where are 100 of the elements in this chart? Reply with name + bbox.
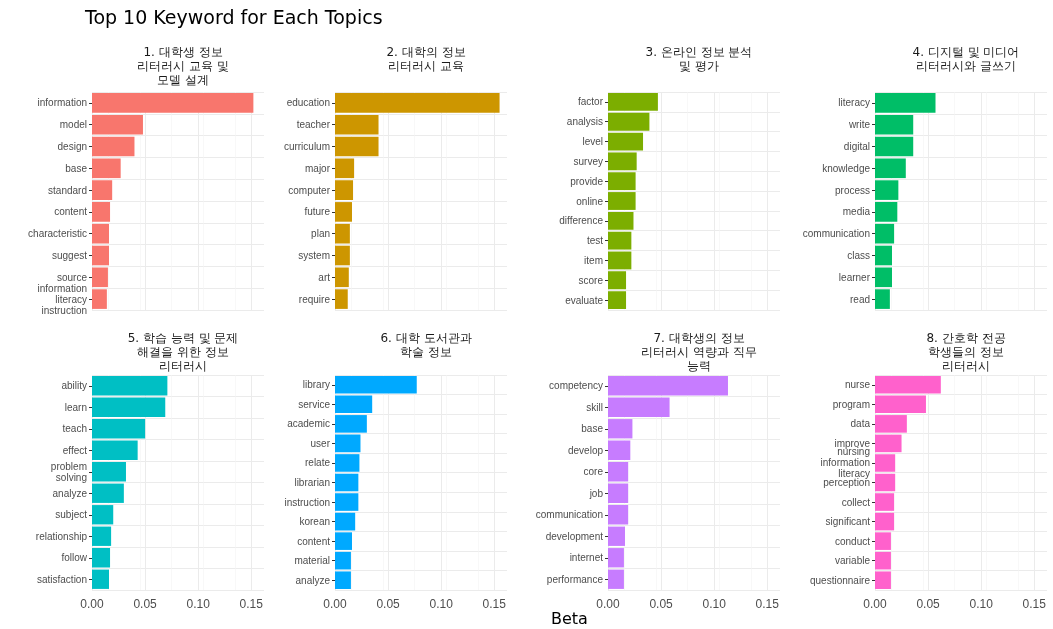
chart-title: 2. 대학의 정보 리터러시 교육 xyxy=(386,45,466,73)
bar xyxy=(335,180,354,200)
bar xyxy=(92,114,143,135)
y-tick-label: core xyxy=(583,466,604,478)
bar xyxy=(92,569,109,589)
y-tick-label: korean xyxy=(299,516,330,528)
chart-title: 8. 간호학 전공 학생들의 정보 리터러시 xyxy=(926,331,1006,373)
bar xyxy=(875,289,890,309)
y-tick-label: develop xyxy=(567,444,604,456)
y-tick-label: development xyxy=(545,530,604,542)
y-tick-label: model xyxy=(59,119,87,131)
bar xyxy=(608,291,627,310)
y-tick-label: information literacy instruction xyxy=(37,282,87,316)
bar xyxy=(335,454,360,472)
y-tick-label: questionnaire xyxy=(809,574,871,586)
bar xyxy=(608,132,644,151)
y-tick-label: source xyxy=(56,271,88,283)
bar xyxy=(335,114,379,135)
bar xyxy=(335,93,500,113)
x-tick-label: 0.05 xyxy=(649,597,674,611)
y-tick-label: evaluate xyxy=(565,294,604,306)
bar xyxy=(335,512,356,531)
y-tick-label: computer xyxy=(288,184,331,196)
y-tick-label: analyze xyxy=(295,574,331,586)
bar xyxy=(92,526,112,546)
bar xyxy=(335,551,351,570)
y-tick-label: major xyxy=(304,162,331,174)
bar xyxy=(335,136,379,157)
y-tick-label: collect xyxy=(841,496,871,508)
y-tick-label: score xyxy=(578,274,604,286)
y-tick-label: read xyxy=(849,293,870,305)
x-tick-label: 0.10 xyxy=(702,597,727,611)
y-tick-label: skill xyxy=(586,401,603,413)
y-tick-label: material xyxy=(294,555,330,567)
bar xyxy=(875,375,941,394)
chart-title: 1. 대학생 정보 리터러시 교육 및 모델 설계 xyxy=(137,45,229,87)
y-tick-label: effect xyxy=(62,444,88,456)
bar xyxy=(875,512,895,531)
x-tick-label: 0.10 xyxy=(186,597,211,611)
y-tick-label: content xyxy=(54,206,88,218)
bar xyxy=(608,112,650,131)
bar xyxy=(92,483,124,503)
bar xyxy=(335,202,352,222)
y-tick-label: literacy xyxy=(838,97,870,109)
y-tick-label: subject xyxy=(55,509,88,521)
text: Top 10 Keyword for Each Topics xyxy=(85,6,383,28)
bar xyxy=(875,180,899,200)
bar xyxy=(608,192,636,210)
bar xyxy=(608,397,670,417)
bar xyxy=(875,114,914,135)
bar xyxy=(608,251,632,270)
y-tick-label: media xyxy=(842,206,871,218)
bar xyxy=(608,92,658,111)
y-tick-label: communication xyxy=(802,228,870,240)
y-tick-label: digital xyxy=(843,141,870,152)
y-tick-label: system xyxy=(298,250,330,261)
x-tick-label: 0.15 xyxy=(755,597,780,611)
bar xyxy=(608,231,632,250)
y-tick-label: internet xyxy=(569,552,604,564)
bar xyxy=(875,493,895,511)
bar xyxy=(335,415,367,433)
x-tick-label: 0.15 xyxy=(482,597,507,611)
y-tick-label: service xyxy=(298,398,331,410)
chart-title: 4. 디지털 및 미디어 리터러시와 글쓰기 xyxy=(912,45,1020,73)
y-tick-label: relate xyxy=(304,457,331,469)
y-tick-label: level xyxy=(582,136,603,148)
bar xyxy=(335,493,359,511)
x-tick-label: 0.15 xyxy=(239,597,264,611)
y-tick-label: library xyxy=(302,379,330,391)
y-tick-label: ability xyxy=(61,380,87,392)
bar xyxy=(92,245,109,266)
y-tick-label: suggest xyxy=(51,250,88,261)
y-tick-label: user xyxy=(310,437,331,449)
bar xyxy=(92,267,108,288)
y-tick-label: require xyxy=(298,293,331,305)
y-tick-label: design xyxy=(57,141,87,152)
x-tick-label: 0.05 xyxy=(916,597,941,611)
chart-title: 5. 학습 능력 및 문제 해결을 위한 정보 리터러시 xyxy=(127,331,239,373)
y-tick-label: job xyxy=(588,487,604,499)
y-tick-label: factor xyxy=(577,96,604,108)
bar xyxy=(875,395,926,414)
y-tick-label: item xyxy=(584,254,603,266)
y-tick-label: relationship xyxy=(35,530,88,542)
x-tick-label: 0.00 xyxy=(596,597,620,611)
bar xyxy=(875,473,896,492)
bar xyxy=(92,223,109,244)
bar xyxy=(875,454,896,472)
bar xyxy=(608,483,629,503)
y-tick-label: data xyxy=(850,418,871,430)
bar xyxy=(92,289,107,309)
bar xyxy=(608,548,624,568)
y-tick-label: base xyxy=(581,423,604,435)
y-tick-label: teach xyxy=(62,423,87,435)
x-tick-label: 0.10 xyxy=(429,597,454,611)
bar xyxy=(875,202,898,222)
bar xyxy=(92,158,121,179)
bar xyxy=(608,462,629,482)
y-tick-label: provide xyxy=(570,175,604,187)
y-tick-label: problem solving xyxy=(50,460,87,483)
x-tick-label: 0.15 xyxy=(1022,597,1047,611)
